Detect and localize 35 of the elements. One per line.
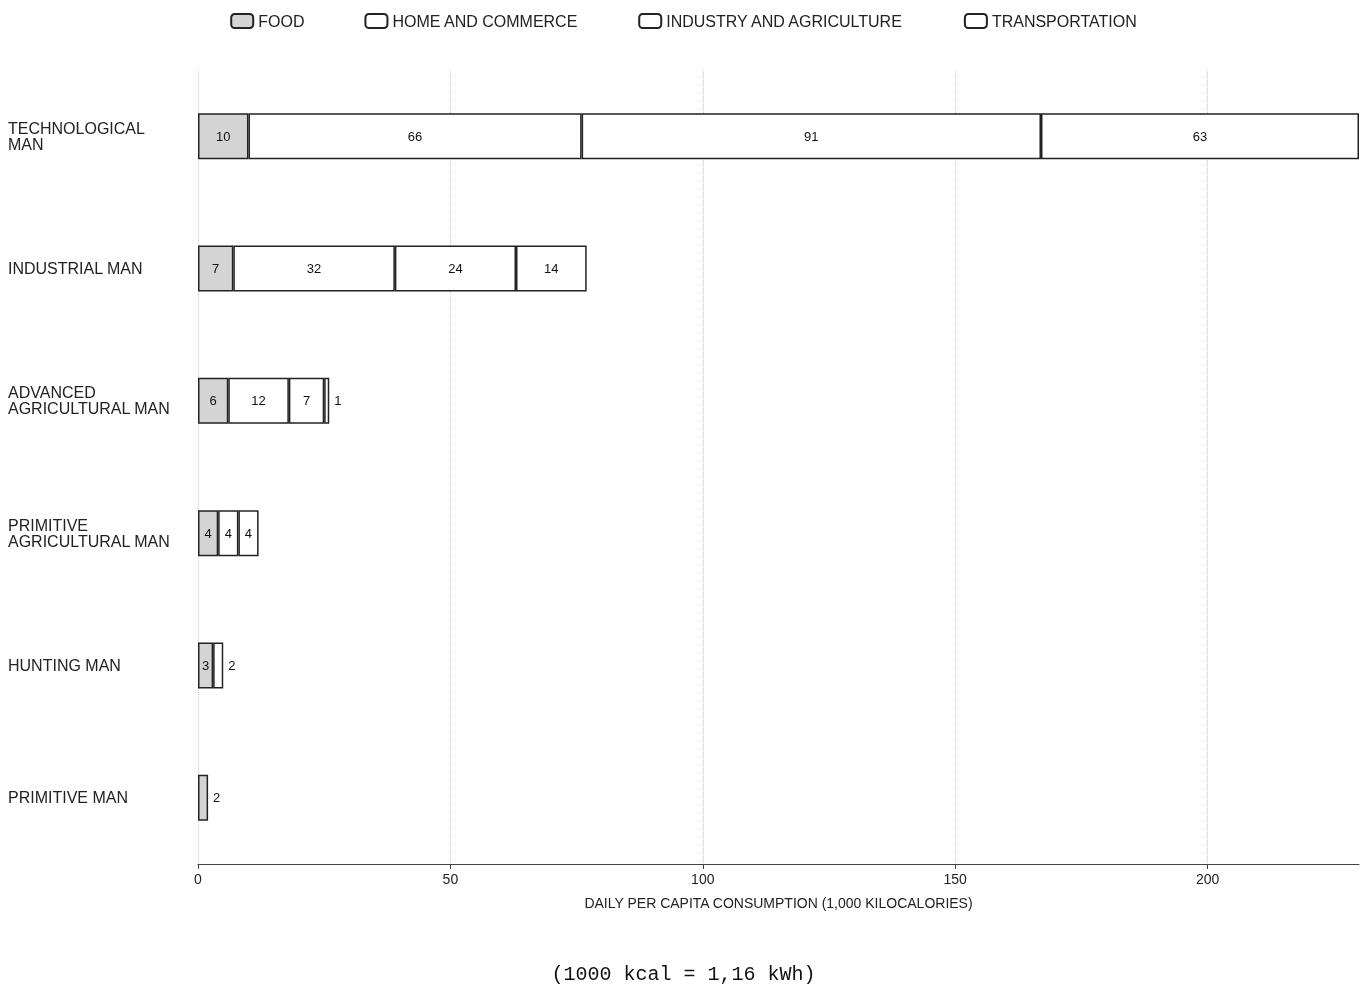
data-label: 32 xyxy=(306,261,322,276)
data-label: 24 xyxy=(448,261,463,276)
y-tick-label: TECHNOLOGICAL MAN xyxy=(8,119,149,153)
data-label: 4 xyxy=(204,525,212,541)
data-label: 10 xyxy=(216,128,231,144)
legend-label: FOOD xyxy=(258,12,305,30)
data-label: 14 xyxy=(544,261,559,276)
legend-label: HOME AND COMMERCE xyxy=(392,12,578,30)
data-label: 66 xyxy=(407,128,423,144)
text: (1000 kcal = 1,16 kWh) xyxy=(551,962,816,986)
x-tick-label: 100 xyxy=(691,871,715,887)
data-label: 63 xyxy=(1192,128,1208,144)
y-tick-label: ADVANCED AGRICULTURAL MAN xyxy=(8,384,170,418)
x-axis-title: DAILY PER CAPITA CONSUMPTION (1,000 KILOCALORIES) xyxy=(584,895,973,911)
data-label: 12 xyxy=(251,393,266,409)
data-label: 1 xyxy=(334,393,342,409)
legend-label: TRANSPORTATION xyxy=(991,12,1137,30)
data-label: 7 xyxy=(302,393,311,409)
y-tick-label: INDUSTRIAL MAN xyxy=(8,260,143,277)
y-tick-label: PRIMITIVE AGRICULTURAL MAN xyxy=(8,516,170,550)
data-label: 6 xyxy=(209,393,217,409)
data-label: 4 xyxy=(244,525,253,541)
legend-label: INDUSTRY AND AGRICULTURE xyxy=(666,12,902,30)
x-tick-label: 50 xyxy=(442,871,459,887)
data-label: 4 xyxy=(224,525,232,541)
data-label: 2 xyxy=(228,658,236,673)
data-label: 91 xyxy=(804,128,819,144)
y-tick-label: HUNTING MAN xyxy=(8,657,121,674)
x-tick-label: 0 xyxy=(194,871,203,887)
data-label: 3 xyxy=(201,658,210,673)
x-tick-label: 150 xyxy=(943,871,968,887)
data-label: 7 xyxy=(212,261,220,276)
y-tick-label: PRIMITIVE MAN xyxy=(8,789,129,807)
x-tick-label: 200 xyxy=(1195,871,1220,887)
data-label: 2 xyxy=(213,790,221,806)
